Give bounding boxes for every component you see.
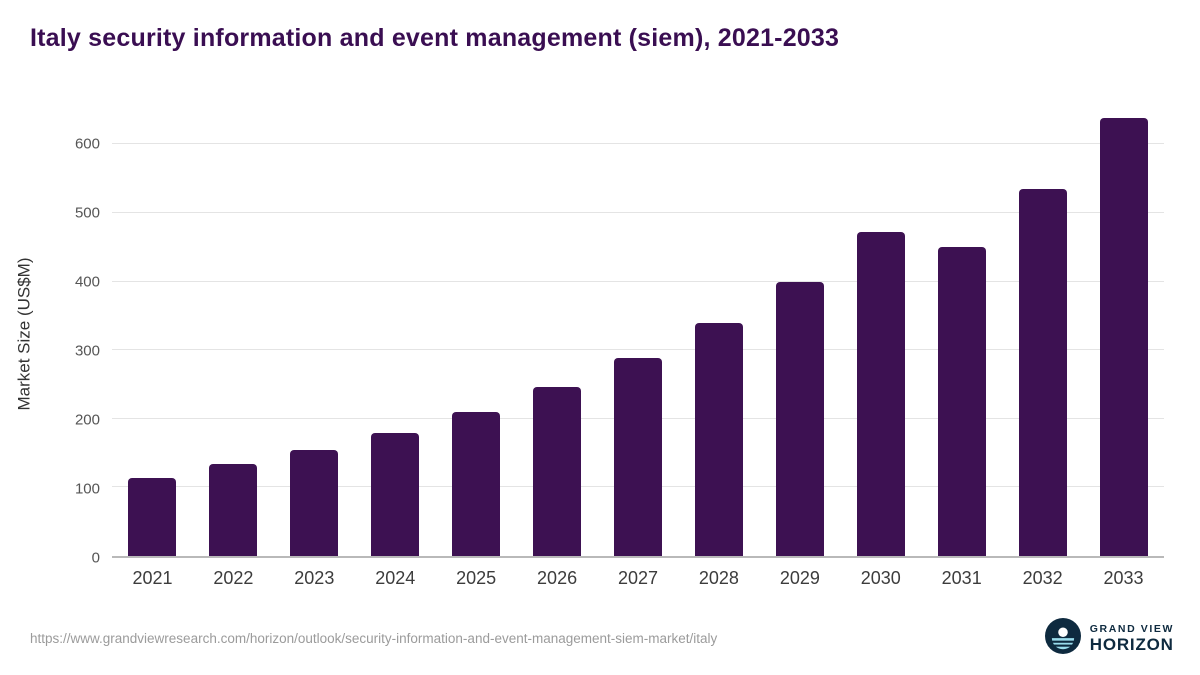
bar-2028 bbox=[694, 322, 743, 556]
source-url: https://www.grandviewresearch.com/horizo… bbox=[30, 631, 718, 646]
bar-2026 bbox=[533, 387, 582, 556]
x-tick-label: 2021 bbox=[132, 568, 173, 588]
x-tick-label: 2033 bbox=[1103, 568, 1144, 588]
x-tick-label: 2031 bbox=[941, 568, 982, 588]
x-tick-label: 2028 bbox=[698, 568, 739, 588]
bar-2029 bbox=[775, 282, 824, 556]
x-tick-label: 2032 bbox=[1022, 568, 1063, 588]
bar-column bbox=[759, 110, 840, 556]
x-tick-label: 2026 bbox=[537, 568, 578, 588]
y-tick-label: 300 bbox=[74, 342, 100, 360]
y-tick-label: 400 bbox=[74, 273, 100, 291]
bar-column bbox=[1002, 110, 1083, 556]
x-tick-label: 2023 bbox=[294, 568, 335, 588]
plot-area bbox=[112, 110, 1164, 558]
y-tick-label: 200 bbox=[74, 411, 100, 429]
bar-column bbox=[355, 110, 436, 556]
x-tick-label: 2025 bbox=[456, 568, 497, 588]
bar-2033 bbox=[1099, 118, 1148, 556]
bar-column bbox=[436, 110, 517, 556]
bar-column bbox=[517, 110, 598, 556]
x-tick-label: 2029 bbox=[779, 568, 820, 588]
y-tick-label: 0 bbox=[91, 549, 100, 567]
y-axis-title: Market Size (US$M) bbox=[8, 110, 42, 558]
x-tick-label: 2030 bbox=[860, 568, 901, 588]
bar-column bbox=[840, 110, 921, 556]
gridline bbox=[112, 143, 1164, 145]
bar-2030 bbox=[856, 232, 905, 556]
bar-2024 bbox=[371, 432, 420, 556]
x-tick-label: 2027 bbox=[617, 568, 659, 588]
bar-column bbox=[921, 110, 1002, 556]
x-tick-label: 2024 bbox=[375, 568, 416, 588]
logo-text: GRAND VIEW HORIZON bbox=[1090, 623, 1174, 655]
logo-line1: GRAND VIEW bbox=[1089, 622, 1174, 635]
y-tick-label: 600 bbox=[74, 135, 100, 153]
gridline bbox=[112, 211, 1164, 213]
bar-2022 bbox=[209, 464, 258, 556]
logo-line2: HORIZON bbox=[1089, 634, 1174, 654]
y-tick-label: 500 bbox=[74, 204, 100, 222]
bar-2032 bbox=[1018, 188, 1067, 556]
bar-column bbox=[193, 110, 274, 556]
bar-2025 bbox=[452, 411, 501, 556]
bar-column bbox=[274, 110, 355, 556]
footer: https://www.grandviewresearch.com/horizo… bbox=[30, 618, 1174, 659]
x-labels: 2021 2022 2023 2024 2025 2026 2027 2028 2029 2030… bbox=[112, 568, 1164, 589]
bar-2027 bbox=[613, 358, 662, 556]
y-ticks: 0 100 200 300 400 500 600 bbox=[48, 110, 100, 567]
bar-column bbox=[1083, 110, 1164, 556]
gridline bbox=[112, 349, 1164, 351]
x-tick-label: 2022 bbox=[213, 568, 254, 588]
y-tick-label: 100 bbox=[74, 480, 100, 498]
grand-view-horizon-logo: GRAND VIEW HORIZON bbox=[1044, 618, 1174, 659]
bar-column bbox=[112, 110, 193, 556]
bar-2023 bbox=[290, 449, 339, 556]
bar-2031 bbox=[937, 246, 986, 556]
y-axis-title-text: Market Size (US$M) bbox=[15, 257, 34, 411]
bar-2021 bbox=[128, 477, 177, 556]
bar-column bbox=[678, 110, 759, 556]
chart-title: Italy security information and event man… bbox=[30, 24, 840, 52]
gridline bbox=[112, 280, 1164, 282]
bar-column bbox=[598, 110, 679, 556]
bars bbox=[112, 110, 1164, 556]
horizon-logo-icon bbox=[1044, 618, 1081, 659]
